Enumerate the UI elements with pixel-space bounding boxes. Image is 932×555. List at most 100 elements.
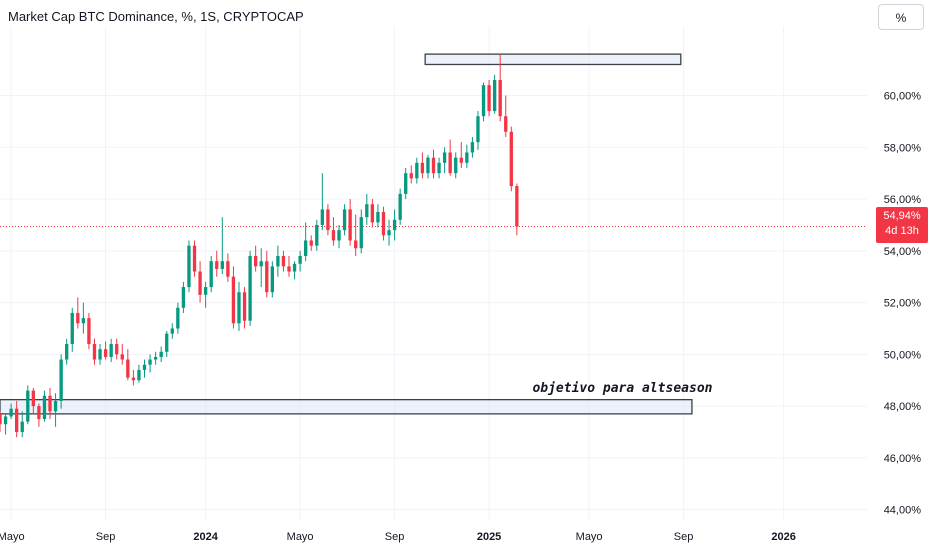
candle-body [304,240,308,256]
zone-rectangle-1[interactable] [424,53,682,66]
candle-body [215,261,219,269]
x-tick-label: 2026 [771,531,795,543]
candle-body [92,344,97,360]
y-tick-label: 46,00% [884,453,922,465]
annotations: objetivo para altseason [532,381,712,396]
candle [359,209,363,254]
y-tick-label: 56,00% [884,194,922,206]
x-tick-label: Mayo [0,531,25,543]
candle [415,157,419,184]
candle-body [81,318,86,324]
candle-body [170,328,174,334]
candle-body [26,390,30,422]
candle [81,302,86,334]
candle [242,287,247,329]
candle [137,364,141,383]
candle [215,250,219,277]
candle-body [348,209,352,241]
candle [426,155,430,179]
candle-body [209,261,213,288]
candle [304,222,308,262]
candle-body [392,219,397,231]
candle-body [426,157,430,174]
candle-body [142,364,147,370]
zone-rectangle-2[interactable] [0,398,693,415]
candle [187,240,191,293]
candle [387,219,391,246]
candle [3,413,8,435]
candle-body [192,245,197,272]
candle [281,250,286,272]
candle-body [504,116,508,132]
candle-body [365,204,369,218]
candle [326,204,330,236]
candle [31,388,36,414]
candle-body [120,354,124,360]
candle [354,214,358,256]
candle-body [281,256,286,267]
candle-body [331,230,336,241]
candle-body [198,271,202,295]
candle [348,199,352,246]
candle-body [153,356,158,360]
candle [248,250,252,326]
candle [487,80,491,117]
chart-title: Market Cap BTC Dominance, %, 1S, CRYPTOC… [8,9,304,24]
candle-body [359,217,363,249]
candle-body [404,173,408,194]
candle [192,240,197,277]
candle-body [242,292,247,321]
candle-body [76,312,80,324]
candle-body [109,344,113,357]
candle-body [20,421,24,432]
candle-body [220,261,224,269]
candle-body [137,369,141,381]
candles [0,54,519,438]
candle [253,245,258,272]
x-tick-label: 2024 [193,531,218,543]
candle-body [398,193,402,220]
candle-body [231,276,236,324]
zones [0,53,693,415]
candle-body [387,230,391,236]
percent-scale-button[interactable]: % [878,4,924,30]
candle-body [415,162,419,179]
candle-body [420,162,425,174]
candle-body [148,359,152,365]
candle [431,149,436,179]
candle [509,126,513,192]
candle-body [0,413,2,425]
candle-body [509,131,513,187]
candle [365,193,369,225]
candle [0,411,2,432]
candle [92,338,97,365]
candle [181,281,186,313]
candle [120,344,124,365]
candle [98,344,102,365]
candle [76,297,80,329]
candle [142,359,147,378]
candle-body [476,116,480,143]
candle-body [48,395,52,412]
y-tick-label: 54,00% [884,246,922,258]
countdown-label: 4d 13h [885,225,919,237]
candle [270,261,274,298]
candle-body [65,344,69,360]
candle-body [454,157,458,174]
candle-body [481,85,486,117]
candle-body [9,408,13,417]
y-tick-label: 44,00% [884,505,922,517]
candle-body [459,157,463,163]
candle [454,152,458,179]
candle [504,95,508,137]
candle [398,188,402,225]
candle-body [337,230,341,241]
x-tick-label: Mayo [576,531,603,543]
candle [103,341,108,360]
candle [126,349,130,381]
candle-body [237,292,241,324]
last-price-label: 54,94% [883,210,921,222]
candle [392,209,397,241]
candle-body [342,209,347,231]
candle [404,168,408,200]
